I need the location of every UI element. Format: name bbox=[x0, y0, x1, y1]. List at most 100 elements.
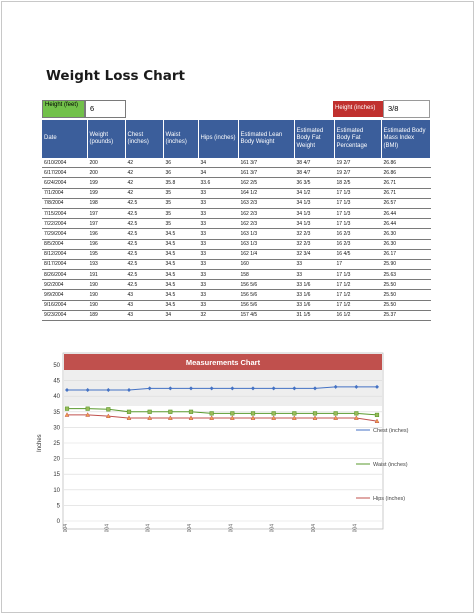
table-cell[interactable]: 17 1/3 bbox=[334, 198, 382, 209]
table-cell[interactable]: 162 1/4 bbox=[238, 249, 295, 260]
table-cell[interactable]: 199 bbox=[87, 188, 126, 199]
table-cell[interactable]: 7/22/2004 bbox=[42, 218, 88, 230]
table-cell[interactable]: 33 bbox=[198, 239, 239, 250]
table-cell[interactable]: 26.30 bbox=[381, 239, 431, 250]
table-cell[interactable]: 9/16/2004 bbox=[42, 300, 88, 311]
table-cell[interactable]: 25.90 bbox=[381, 259, 431, 271]
table-cell[interactable]: 33 bbox=[198, 279, 239, 291]
table-cell[interactable]: 6/10/2004 bbox=[42, 158, 88, 169]
table-cell[interactable]: 16 4/5 bbox=[334, 249, 382, 260]
table-cell[interactable]: 33 bbox=[198, 249, 239, 260]
table-cell[interactable]: 162 2/3 bbox=[238, 208, 295, 220]
table-cell[interactable]: 34 bbox=[163, 310, 199, 322]
table-cell[interactable]: 160 bbox=[238, 259, 295, 271]
table-cell[interactable]: 17 1/2 bbox=[334, 279, 382, 291]
table-cell[interactable]: 8/12/2004 bbox=[42, 249, 88, 260]
table-cell[interactable]: 25.50 bbox=[381, 289, 431, 301]
table-cell[interactable]: 33 bbox=[198, 259, 239, 271]
table-cell[interactable]: 32 3/4 bbox=[294, 249, 335, 260]
table-cell[interactable]: 26.30 bbox=[381, 228, 431, 240]
table-cell[interactable]: 197 bbox=[87, 208, 126, 220]
table-cell[interactable]: 26.57 bbox=[381, 198, 431, 209]
table-cell[interactable]: 33 1/6 bbox=[294, 289, 335, 301]
table-cell[interactable]: 33 bbox=[198, 228, 239, 240]
table-cell[interactable]: 32 2/3 bbox=[294, 228, 335, 240]
table-cell[interactable]: 33 1/6 bbox=[294, 300, 335, 311]
table-cell[interactable]: 25.37 bbox=[381, 310, 431, 322]
table-cell[interactable]: 189 bbox=[87, 310, 126, 322]
table-cell[interactable]: 163 1/3 bbox=[238, 239, 295, 250]
table-cell[interactable]: 33 bbox=[198, 188, 239, 199]
table-cell[interactable]: 42.5 bbox=[125, 198, 164, 209]
table-cell[interactable]: 26.86 bbox=[381, 158, 431, 169]
table-cell[interactable]: 35 bbox=[163, 218, 199, 230]
table-cell[interactable]: 34.5 bbox=[163, 259, 199, 271]
table-cell[interactable]: 19 2/7 bbox=[334, 158, 382, 169]
table-cell[interactable]: 35 bbox=[163, 198, 199, 209]
table-cell[interactable]: 26.44 bbox=[381, 208, 431, 220]
table-cell[interactable]: 6/24/2004 bbox=[42, 177, 88, 189]
table-cell[interactable]: 34 1/2 bbox=[294, 188, 335, 199]
table-cell[interactable]: 193 bbox=[87, 259, 126, 271]
table-cell[interactable]: 6/17/2004 bbox=[42, 167, 88, 179]
table-cell[interactable]: 34 bbox=[198, 158, 239, 169]
table-cell[interactable]: 7/8/2004 bbox=[42, 198, 88, 209]
table-cell[interactable]: 196 bbox=[87, 228, 126, 240]
table-cell[interactable]: 26.86 bbox=[381, 167, 431, 179]
table-cell[interactable]: 7/1/2004 bbox=[42, 188, 88, 199]
table-cell[interactable]: 19 2/7 bbox=[334, 167, 382, 179]
table-cell[interactable]: 195 bbox=[87, 249, 126, 260]
table-cell[interactable]: 34 1/3 bbox=[294, 208, 335, 220]
table-cell[interactable]: 163 1/3 bbox=[238, 228, 295, 240]
table-cell[interactable]: 33 bbox=[198, 300, 239, 311]
table-cell[interactable]: 42.5 bbox=[125, 279, 164, 291]
table-cell[interactable]: 36 3/5 bbox=[294, 177, 335, 189]
table-cell[interactable]: 17 1/2 bbox=[334, 289, 382, 301]
table-cell[interactable]: 35 bbox=[163, 188, 199, 199]
table-cell[interactable]: 33.6 bbox=[198, 177, 239, 189]
table-cell[interactable]: 196 bbox=[87, 239, 126, 250]
table-cell[interactable]: 200 bbox=[87, 167, 126, 179]
table-cell[interactable]: 17 1/3 bbox=[334, 188, 382, 199]
table-cell[interactable]: 26.17 bbox=[381, 249, 431, 260]
table-cell[interactable]: 17 bbox=[334, 259, 382, 271]
table-cell[interactable]: 42.5 bbox=[125, 249, 164, 260]
table-cell[interactable]: 33 bbox=[198, 218, 239, 230]
table-cell[interactable]: 25.63 bbox=[381, 269, 431, 281]
table-cell[interactable]: 9/9/2004 bbox=[42, 289, 88, 301]
table-cell[interactable]: 42.5 bbox=[125, 259, 164, 271]
table-cell[interactable]: 161 3/7 bbox=[238, 167, 295, 179]
table-cell[interactable]: 34.5 bbox=[163, 269, 199, 281]
table-cell[interactable]: 34.5 bbox=[163, 279, 199, 291]
table-cell[interactable]: 42.5 bbox=[125, 239, 164, 250]
table-cell[interactable]: 156 5/6 bbox=[238, 289, 295, 301]
table-cell[interactable]: 35 bbox=[163, 208, 199, 220]
table-cell[interactable]: 16 2/3 bbox=[334, 228, 382, 240]
height-feet-value[interactable]: 6 bbox=[85, 100, 126, 118]
table-cell[interactable]: 36 bbox=[163, 167, 199, 179]
table-cell[interactable]: 38 4/7 bbox=[294, 167, 335, 179]
table-cell[interactable]: 17 1/3 bbox=[334, 218, 382, 230]
table-cell[interactable]: 36 bbox=[163, 158, 199, 169]
table-cell[interactable]: 162 2/3 bbox=[238, 218, 295, 230]
table-cell[interactable]: 17 1/3 bbox=[334, 208, 382, 220]
table-cell[interactable]: 32 2/3 bbox=[294, 239, 335, 250]
table-cell[interactable]: 43 bbox=[125, 289, 164, 301]
table-cell[interactable]: 156 5/6 bbox=[238, 300, 295, 311]
table-cell[interactable]: 8/17/2004 bbox=[42, 259, 88, 271]
table-cell[interactable]: 25.50 bbox=[381, 300, 431, 311]
table-cell[interactable]: 32 bbox=[198, 310, 239, 322]
table-cell[interactable]: 31 1/5 bbox=[294, 310, 335, 322]
table-cell[interactable]: 38 4/7 bbox=[294, 158, 335, 169]
table-cell[interactable]: 26.71 bbox=[381, 177, 431, 189]
table-cell[interactable]: 34.5 bbox=[163, 289, 199, 301]
table-cell[interactable]: 42.5 bbox=[125, 208, 164, 220]
table-cell[interactable]: 34 bbox=[198, 167, 239, 179]
table-cell[interactable]: 33 bbox=[198, 208, 239, 220]
table-cell[interactable]: 17 1/3 bbox=[334, 269, 382, 281]
table-cell[interactable]: 43 bbox=[125, 310, 164, 322]
table-cell[interactable]: 163 2/3 bbox=[238, 198, 295, 209]
table-cell[interactable]: 42 bbox=[125, 158, 164, 169]
table-cell[interactable]: 42 bbox=[125, 188, 164, 199]
table-cell[interactable]: 26.44 bbox=[381, 218, 431, 230]
